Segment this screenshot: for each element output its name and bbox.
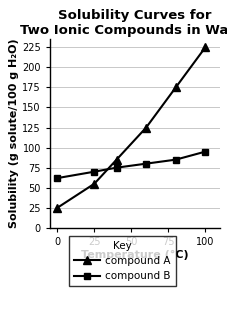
Legend: compound A, compound B: compound A, compound B (69, 236, 176, 286)
X-axis label: Temperature (°C): Temperature (°C) (81, 250, 189, 260)
Title: Solubility Curves for
Two Ionic Compounds in Water: Solubility Curves for Two Ionic Compound… (20, 9, 227, 37)
Y-axis label: Solubility (g solute/100 g H₂O): Solubility (g solute/100 g H₂O) (9, 39, 19, 228)
